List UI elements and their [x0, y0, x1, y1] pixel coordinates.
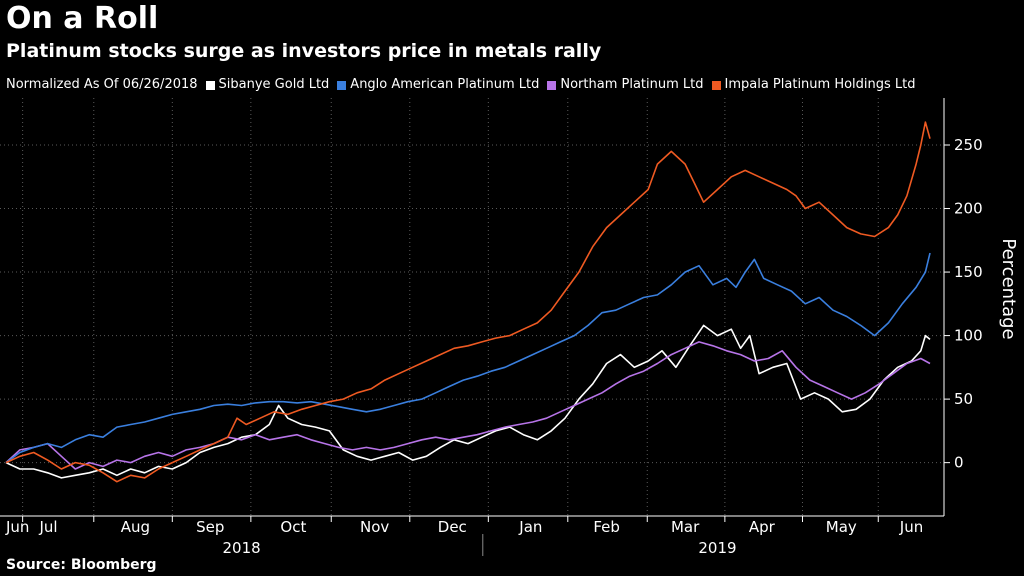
y-tick-label: 100: [954, 327, 983, 345]
grid: [0, 98, 944, 516]
legend-header: Normalized As Of 06/26/2018: [6, 77, 198, 92]
x-tick-label: Feb: [593, 518, 620, 536]
x-tick-label: Jun: [899, 518, 923, 536]
legend-item-sibanye: Sibanye Gold Ltd: [205, 76, 330, 94]
x-tick-label: Mar: [671, 518, 700, 536]
y-tick-label: 250: [954, 136, 983, 154]
y-tick-label: 200: [954, 200, 983, 218]
legend-swatch-northam: [547, 80, 557, 90]
source-note: Source: Bloomberg: [6, 557, 157, 573]
y-tick-label: 50: [954, 390, 973, 408]
x-year-label: 2018: [223, 539, 261, 557]
chart-subtitle: Platinum stocks surge as investors price…: [6, 40, 602, 62]
x-tick-label: Jul: [38, 518, 57, 536]
legend: Normalized As Of 06/26/2018 Sibanye Gold…: [6, 76, 916, 94]
x-tick-label: Nov: [360, 518, 389, 536]
series: [5, 121, 931, 483]
series-line-impala: [5, 121, 931, 483]
y-axis-title: Percentage: [998, 238, 1019, 339]
legend-swatch-anglo-american: [337, 80, 347, 90]
y-tick-label: 0: [954, 454, 964, 472]
legend-label-impala: Impala Platinum Holdings Ltd: [724, 77, 916, 92]
axes: [0, 98, 950, 556]
series-line-northam: [5, 341, 931, 470]
legend-item-northam: Northam Platinum Ltd: [547, 76, 704, 94]
x-year-label: 2019: [698, 539, 736, 557]
x-tick-label: Dec: [438, 518, 467, 536]
x-tick-label: Aug: [121, 518, 150, 536]
series-line-sibanye: [5, 324, 931, 479]
x-tick-label: May: [826, 518, 857, 536]
legend-item-impala: Impala Platinum Holdings Ltd: [711, 76, 916, 94]
legend-swatch-sibanye: [205, 80, 215, 90]
legend-label-northam: Northam Platinum Ltd: [560, 77, 704, 92]
legend-swatch-impala: [711, 80, 721, 90]
x-tick-label: Sep: [196, 518, 224, 536]
legend-item-anglo-american: Anglo American Platinum Ltd: [337, 76, 539, 94]
y-tick-label: 150: [954, 263, 983, 281]
x-tick-label: Jun: [5, 518, 29, 536]
x-tick-label: Oct: [280, 518, 306, 536]
legend-label-sibanye: Sibanye Gold Ltd: [218, 77, 330, 92]
x-tick-label: Jan: [518, 518, 542, 536]
axis-labels: 0 50 100 150 200 250 Jun Jul Aug Sep Oct Nov Dec Jan F…: [5, 136, 1019, 557]
chart-title: On a Roll: [6, 1, 159, 36]
legend-label-anglo-american: Anglo American Platinum Ltd: [350, 77, 540, 92]
series-line-anglo-american: [5, 252, 931, 464]
x-tick-label: Apr: [749, 518, 776, 536]
